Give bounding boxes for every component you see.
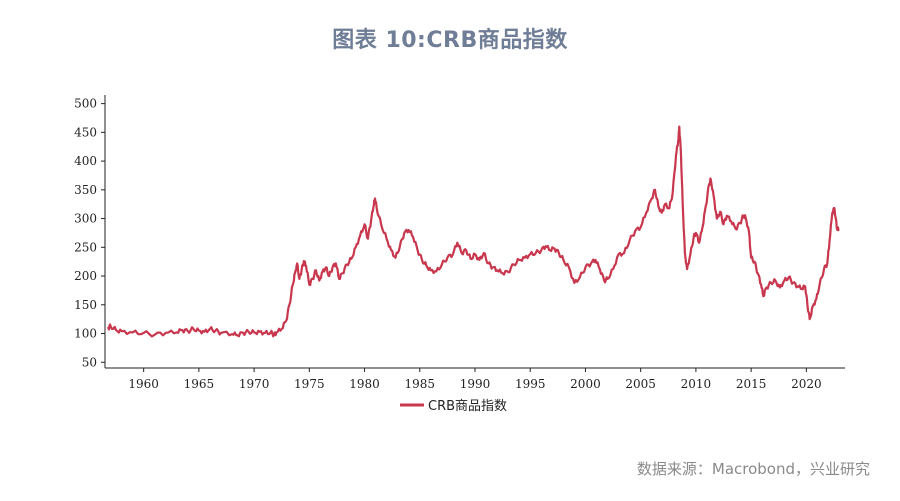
y-tick-label: 200: [74, 269, 97, 283]
y-tick-label: 100: [74, 327, 97, 341]
y-tick-label: 400: [74, 154, 97, 168]
y-tick-label: 350: [74, 183, 97, 197]
source-note: 数据来源：Macrobond，兴业研究: [636, 460, 870, 478]
x-tick-label: 1990: [460, 377, 491, 391]
legend-label: CRB商品指数: [428, 399, 507, 414]
y-tick-label: 300: [74, 212, 97, 226]
x-tick-label: 2010: [681, 377, 712, 391]
series-layer: [107, 125, 840, 338]
y-tick-label: 250: [74, 240, 97, 254]
x-tick-label: 2005: [625, 377, 656, 391]
x-tick-label: 1995: [515, 377, 546, 391]
y-tick-label: 150: [74, 298, 97, 312]
x-tick-label: 1980: [349, 377, 380, 391]
chart-title: 图表 10:CRB商品指数: [332, 28, 568, 53]
x-tick-label: 1960: [128, 377, 159, 391]
y-tick-label: 450: [74, 125, 97, 139]
x-tick-label: 1965: [184, 377, 215, 391]
axes: 50 100 150 200 250 300 350 400 450 500 1960 1965 197…: [74, 95, 845, 391]
x-tick-label: 1975: [294, 377, 325, 391]
y-tick-label: 500: [74, 97, 97, 111]
legend: CRB商品指数: [400, 399, 507, 414]
x-tick-label: 1985: [405, 377, 436, 391]
y-tick-label: 50: [82, 355, 97, 369]
series-line-crb: [107, 125, 840, 338]
x-tick-label: 1970: [239, 377, 270, 391]
x-tick-label: 2000: [570, 377, 601, 391]
x-tick-label: 2020: [791, 377, 822, 391]
x-tick-label: 2015: [736, 377, 767, 391]
